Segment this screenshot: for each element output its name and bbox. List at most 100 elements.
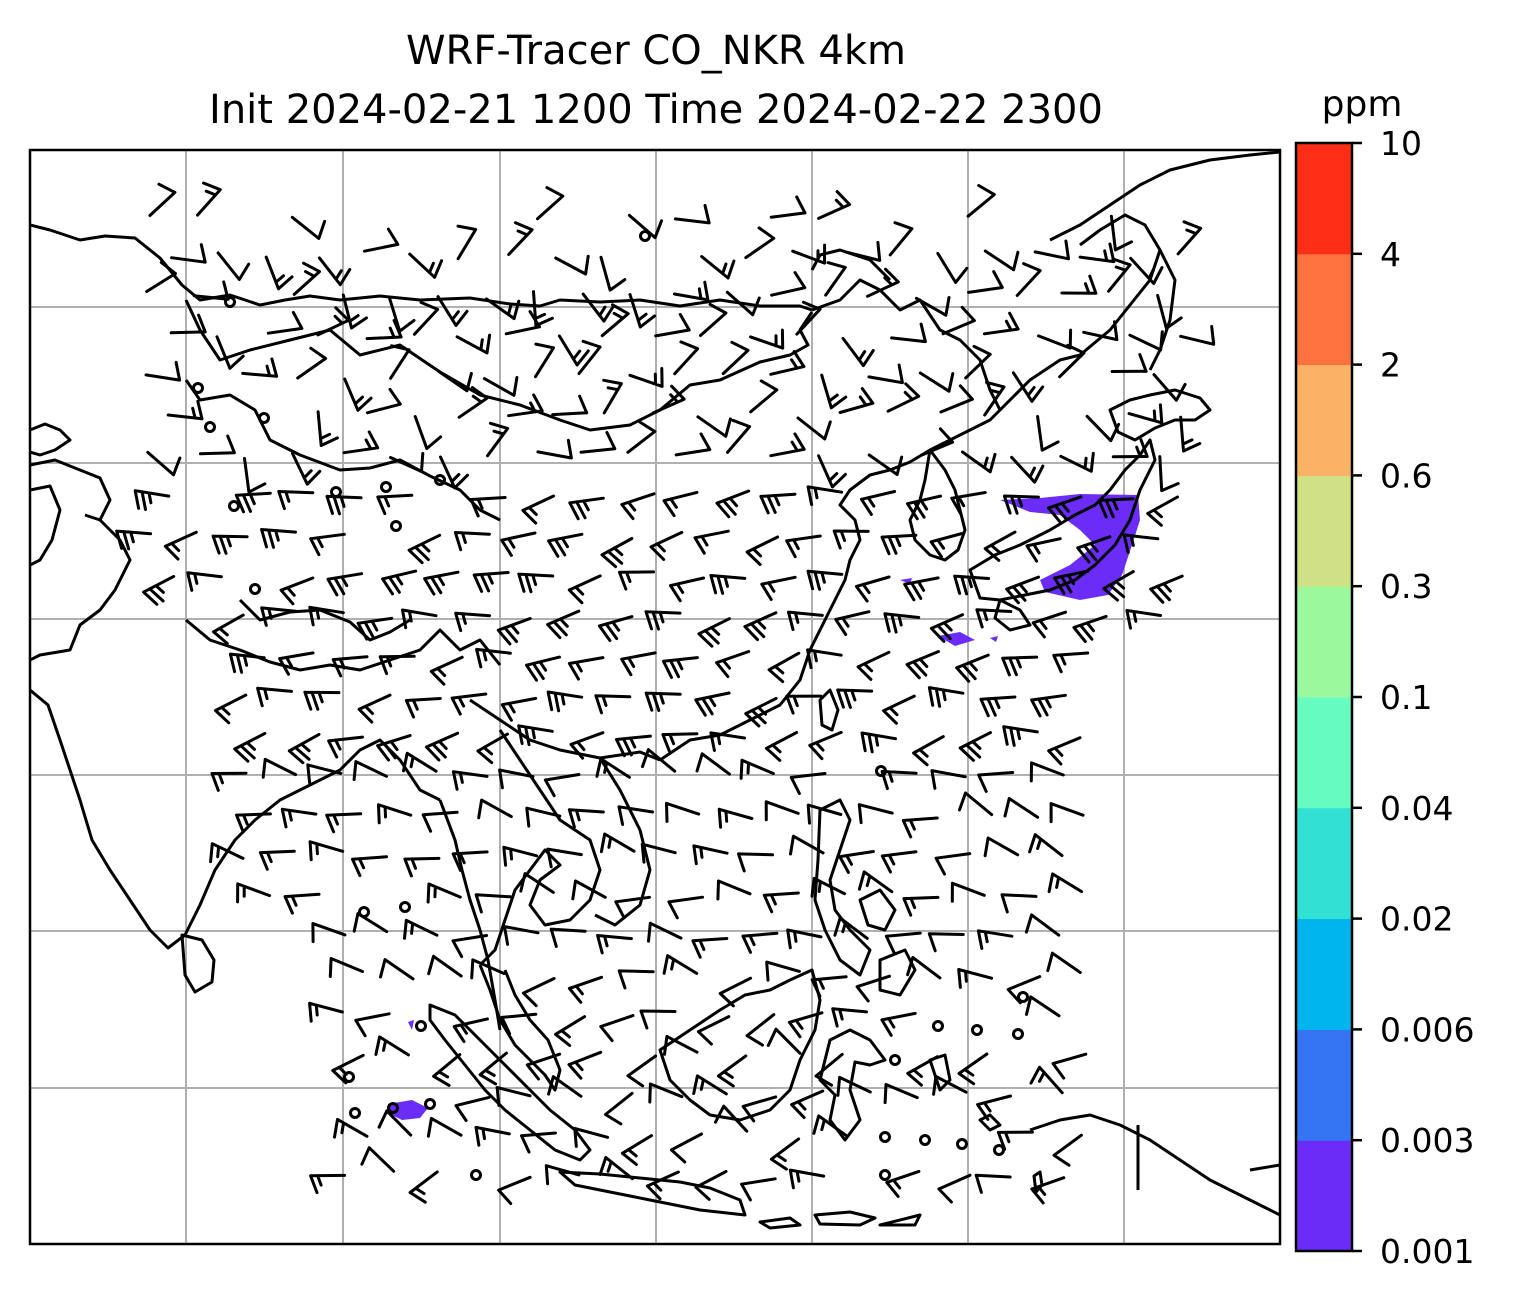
wind-barb bbox=[976, 929, 1014, 950]
wind-barb bbox=[883, 1083, 919, 1104]
wind-barb bbox=[472, 571, 510, 593]
wind-barb bbox=[791, 243, 827, 265]
wind-barb bbox=[1047, 736, 1082, 766]
wind-barb bbox=[914, 296, 951, 317]
wind-barb bbox=[211, 534, 249, 555]
wind-barb bbox=[831, 1007, 868, 1028]
wind-barb bbox=[316, 306, 350, 337]
wind-barb bbox=[1002, 494, 1040, 515]
calm-wind-marker bbox=[380, 481, 392, 493]
wind-barb bbox=[407, 533, 442, 565]
wind-barb bbox=[867, 363, 904, 385]
wind-barb bbox=[741, 931, 779, 954]
wind-barb bbox=[974, 1173, 1012, 1194]
wind-barb bbox=[186, 571, 223, 592]
colorbar-swatch bbox=[1296, 475, 1352, 587]
colorbar-swatch bbox=[1296, 918, 1352, 1030]
wind-barb bbox=[932, 1075, 968, 1096]
wind-barb bbox=[1002, 725, 1039, 747]
calm-wind-marker bbox=[879, 1169, 891, 1181]
wind-barb bbox=[235, 812, 272, 834]
wind-barb bbox=[567, 574, 602, 605]
wind-barb bbox=[979, 695, 1017, 718]
wind-barb bbox=[496, 617, 532, 646]
wind-barb bbox=[832, 529, 870, 550]
wind-barb bbox=[484, 297, 521, 321]
wind-barb bbox=[198, 434, 236, 456]
wind-barb bbox=[709, 731, 746, 752]
wind-barb bbox=[308, 1001, 344, 1023]
wind-barb bbox=[594, 694, 632, 715]
wind-barb bbox=[325, 812, 363, 834]
colorbar-tick-label: 0.001 bbox=[1380, 1232, 1474, 1271]
wind-barb bbox=[888, 221, 914, 257]
wind-barb bbox=[1010, 455, 1045, 484]
wind-barb bbox=[403, 918, 439, 940]
colorbar-tick-label: 10 bbox=[1380, 124, 1422, 163]
wind-barb bbox=[880, 850, 918, 874]
wind-barb bbox=[455, 333, 492, 355]
wind-barb bbox=[645, 1170, 680, 1201]
wind-barb bbox=[644, 610, 682, 631]
wind-barb bbox=[950, 881, 986, 903]
wind-barb bbox=[1005, 575, 1040, 605]
wind-barb bbox=[626, 420, 657, 454]
wind-barb bbox=[647, 921, 683, 943]
wind-barb bbox=[1097, 497, 1135, 519]
wind-barb bbox=[412, 300, 440, 336]
wind-barb bbox=[474, 1125, 511, 1147]
wind-barb bbox=[209, 842, 245, 864]
wind-barb bbox=[694, 1170, 728, 1201]
wind-barb bbox=[1059, 451, 1095, 473]
wind-barb bbox=[983, 249, 1020, 272]
wind-barb bbox=[765, 960, 801, 982]
wind-barb bbox=[694, 691, 731, 717]
wind-barb bbox=[806, 569, 844, 591]
calm-wind-marker bbox=[358, 906, 370, 918]
calm-wind-marker bbox=[889, 1054, 901, 1066]
wind-barb bbox=[600, 303, 630, 338]
wind-barb bbox=[328, 957, 364, 978]
wind-barb bbox=[1029, 761, 1065, 783]
wind-barb bbox=[357, 693, 392, 724]
wind-barb bbox=[342, 430, 380, 455]
wind-barb bbox=[520, 1131, 557, 1154]
wind-barb bbox=[325, 494, 363, 516]
wind-barb bbox=[953, 574, 991, 596]
wind-barb bbox=[906, 1055, 939, 1087]
wind-barb bbox=[1111, 438, 1149, 459]
wind-barb bbox=[333, 1117, 369, 1139]
wind-barb bbox=[715, 650, 751, 679]
calm-wind-marker bbox=[434, 474, 446, 486]
wind-barb bbox=[317, 256, 352, 287]
colorbar-tick-label: 0.003 bbox=[1380, 1121, 1474, 1160]
wind-barb bbox=[534, 342, 555, 379]
wind-barb bbox=[929, 613, 964, 643]
wind-barb bbox=[426, 882, 462, 904]
wind-barb bbox=[166, 399, 204, 421]
wind-barb bbox=[1102, 570, 1135, 602]
calm-wind-marker bbox=[249, 583, 261, 595]
wind-barb bbox=[376, 734, 412, 762]
colorbar-tick-label: 4 bbox=[1380, 235, 1401, 274]
wind-barb bbox=[651, 384, 686, 415]
wind-barb bbox=[163, 530, 198, 561]
wind-barb bbox=[567, 808, 605, 829]
wind-barb bbox=[567, 975, 604, 1004]
calm-wind-markers bbox=[192, 230, 1029, 1181]
wind-barb bbox=[667, 895, 705, 920]
wind-barb bbox=[836, 688, 874, 709]
wind-barb bbox=[715, 489, 751, 519]
wind-barb bbox=[306, 763, 343, 785]
wind-barb bbox=[475, 647, 512, 669]
wind-barb bbox=[699, 302, 728, 337]
wind-barb bbox=[1158, 455, 1180, 493]
wind-barb bbox=[362, 227, 400, 253]
wind-barb bbox=[1082, 320, 1119, 342]
wind-barb bbox=[408, 252, 444, 279]
wind-barb bbox=[1025, 995, 1061, 1018]
wind-barb bbox=[919, 427, 955, 457]
wind-barb bbox=[957, 968, 994, 989]
wind-barb bbox=[429, 655, 464, 686]
wind-barb bbox=[280, 807, 318, 829]
